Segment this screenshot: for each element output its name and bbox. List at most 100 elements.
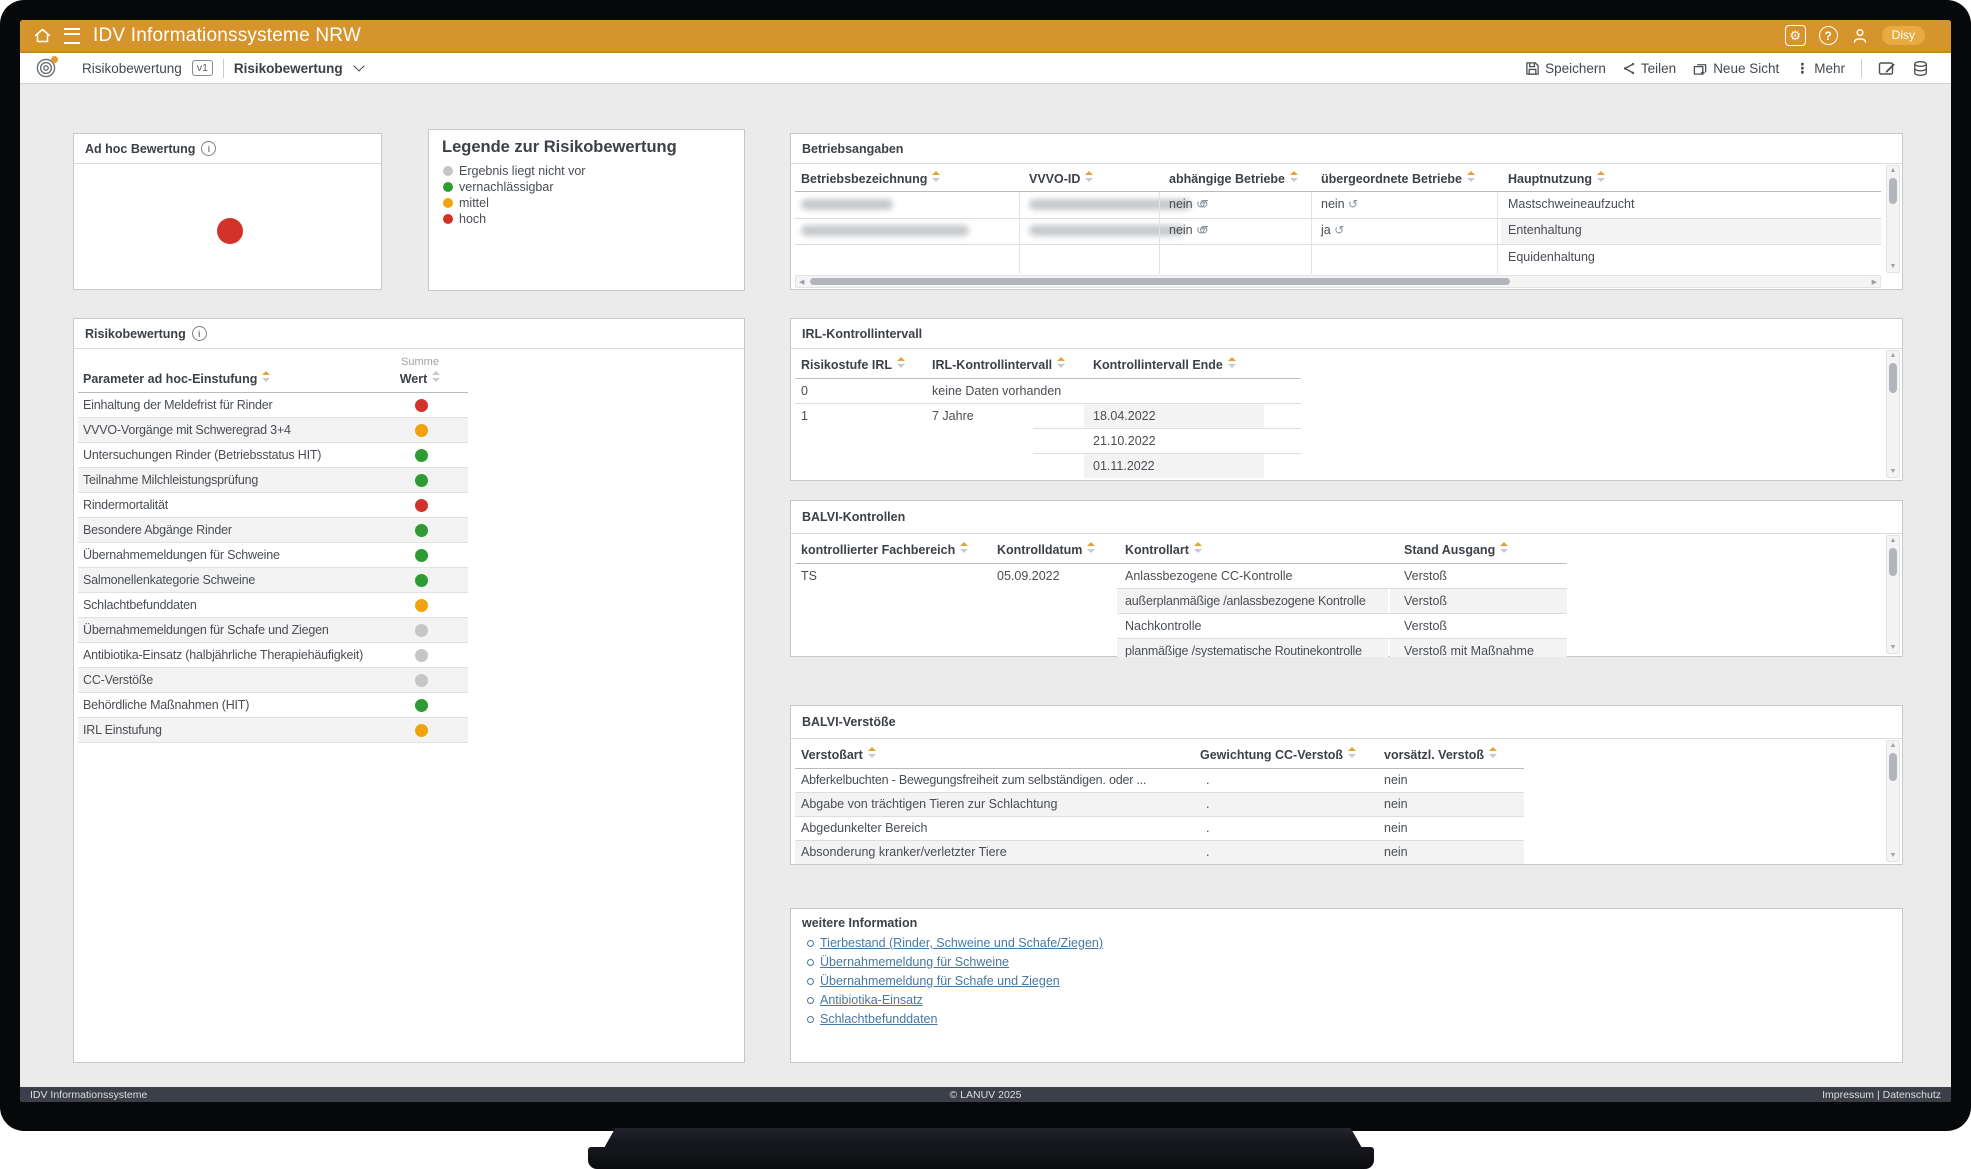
column-header[interactable]: kontrollierter Fachbereich (801, 542, 969, 557)
scroll-left-button[interactable]: ◀ (799, 279, 805, 286)
save-button[interactable]: Speichern (1525, 61, 1606, 76)
panel-betriebsangaben: Betriebsangaben Betriebsbezeichnung VVVO… (790, 133, 1903, 290)
column-header[interactable]: übergeordnete Betriebe (1321, 171, 1476, 186)
column-header[interactable]: Stand Ausgang (1404, 542, 1509, 557)
table-row[interactable]: Rindermortalität (78, 493, 468, 518)
database-icon[interactable] (1912, 60, 1929, 77)
vertical-scrollbar[interactable]: ▲ ▼ (1886, 535, 1900, 654)
menu-icon[interactable] (64, 27, 80, 44)
column-header-wert[interactable]: Wert (386, 371, 454, 386)
module-name[interactable]: Risikobewertung (82, 60, 182, 76)
column-header[interactable]: Kontrolldatum (997, 542, 1096, 557)
link-antibiotika-einsatz[interactable]: Antibiotika-Einsatz (820, 993, 923, 1007)
scrollbar-thumb[interactable] (810, 278, 1510, 285)
adhoc-result-dot (217, 218, 243, 244)
info-icon[interactable]: i (201, 141, 217, 156)
column-header[interactable]: Kontrollintervall Ende (1093, 357, 1236, 372)
table-row[interactable]: Übernahmemeldungen für Schweine (78, 543, 468, 568)
scroll-down-button[interactable]: ▼ (1889, 263, 1897, 270)
vertical-scrollbar[interactable]: ▲ ▼ (1886, 740, 1900, 862)
scroll-down-button[interactable]: ▼ (1889, 468, 1897, 475)
user-badge[interactable]: Disy (1881, 26, 1925, 45)
redacted-text (1029, 225, 1185, 236)
link-tierbestand[interactable]: Tierbestand (Rinder, Schweine und Schafe… (820, 936, 1104, 950)
column-header[interactable]: Betriebsbezeichnung (801, 171, 941, 186)
datenschutz-link[interactable]: Datenschutz (1882, 1088, 1941, 1101)
scroll-down-button[interactable]: ▼ (1889, 644, 1897, 651)
legend-item: vernachlässigbar (443, 180, 554, 194)
table-row[interactable]: Untersuchungen Rinder (Betriebsstatus HI… (78, 443, 468, 468)
history-icon[interactable]: ↺ (1348, 197, 1359, 211)
column-header[interactable]: abhängige Betriebe (1169, 171, 1298, 186)
more-button[interactable]: ⋮ Mehr (1795, 59, 1845, 76)
horizontal-scrollbar[interactable]: ◀ ▶ (795, 275, 1881, 288)
column-header[interactable]: IRL-Kontrollintervall (932, 357, 1066, 372)
table-row[interactable]: Übernahmemeldungen für Schafe und Ziegen (78, 618, 468, 643)
history-icon[interactable]: ↺ (1196, 197, 1207, 211)
cell-fachbereich: TS (801, 569, 817, 583)
new-view-button[interactable]: Neue Sicht (1692, 61, 1779, 76)
history-icon[interactable]: ↺ (1196, 223, 1207, 237)
scrollbar-thumb[interactable] (1889, 548, 1897, 576)
scroll-up-button[interactable]: ▲ (1889, 537, 1897, 544)
share-button[interactable]: Teilen (1622, 61, 1676, 76)
view-selector[interactable]: Risikobewertung (233, 60, 343, 76)
link-uebernahmemeldung-schweine[interactable]: Übernahmemeldung für Schweine (820, 955, 1009, 969)
cell-intervall-ende: 21.10.2022 (1093, 434, 1156, 448)
table-row[interactable]: Einhaltung der Meldefrist für Rinder (78, 393, 468, 418)
scroll-up-button[interactable]: ▲ (1889, 352, 1897, 359)
user-icon[interactable] (1851, 27, 1869, 45)
table-row[interactable]: Salmonellenkategorie Schweine (78, 568, 468, 593)
column-header[interactable]: Kontrollart (1125, 542, 1202, 557)
scrollbar-thumb[interactable] (1889, 363, 1897, 393)
sort-icon[interactable] (432, 371, 441, 382)
module-bullseye-icon[interactable] (34, 56, 58, 80)
column-header-parameter[interactable]: Parameter ad hoc-Einstufung (83, 371, 271, 386)
edit-note-icon[interactable] (1878, 60, 1896, 77)
impressum-link[interactable]: Impressum (1822, 1088, 1875, 1101)
column-header[interactable]: Hauptnutzung (1508, 171, 1606, 186)
cell-hauptnutzung: Equidenhaltung (1508, 250, 1595, 264)
link-schlachtbefunddaten[interactable]: Schlachtbefunddaten (820, 1012, 938, 1026)
table-row[interactable]: CC-Verstöße (78, 668, 468, 693)
column-header[interactable]: vorsätzl. Verstoß (1384, 747, 1498, 762)
home-icon[interactable] (34, 28, 51, 43)
scrollbar-thumb[interactable] (1889, 178, 1897, 204)
cell-abhaengige: nein ↺ (1169, 223, 1207, 237)
scroll-down-button[interactable]: ▼ (1889, 852, 1897, 859)
table-row[interactable]: Behördliche Maßnahmen (HIT) (78, 693, 468, 718)
column-header[interactable]: Gewichtung CC-Verstoß (1200, 747, 1357, 762)
table-row[interactable]: VVVO-Vorgänge mit Schweregrad 3+4 (78, 418, 468, 443)
scrollbar-thumb[interactable] (1889, 753, 1897, 781)
cell-datum: 05.09.2022 (997, 569, 1060, 583)
help-icon[interactable]: ? (1818, 26, 1838, 45)
risk-dot (415, 649, 428, 662)
panel-balvi-verstoesse: BALVI-Verstöße Verstoßart Gewichtung CC-… (790, 705, 1903, 865)
content-area: Ad hoc Bewertung i Legende zur Risikobew… (20, 84, 1951, 1087)
settings-icon[interactable]: ⚙ (1784, 25, 1806, 46)
scroll-up-button[interactable]: ▲ (1889, 742, 1897, 749)
table-row[interactable]: Teilnahme Milchleistungsprüfung (78, 468, 468, 493)
link-uebernahmemeldung-schafe-ziegen[interactable]: Übernahmemeldung für Schafe und Ziegen (820, 974, 1060, 988)
table-row[interactable]: Schlachtbefunddaten (78, 593, 468, 618)
column-header[interactable]: Verstoßart (801, 747, 876, 762)
cell-intervall: 7 Jahre (932, 409, 974, 423)
sort-icon[interactable] (262, 371, 271, 382)
history-icon[interactable]: ↺ (1199, 197, 1210, 211)
column-header[interactable]: VVVO-ID (1029, 171, 1094, 186)
vertical-scrollbar[interactable]: ▲ ▼ (1886, 165, 1900, 273)
info-icon[interactable]: i (191, 326, 207, 341)
notification-dot (51, 56, 58, 63)
table-row[interactable]: Antibiotika-Einsatz (halbjährliche Thera… (78, 643, 468, 668)
table-row[interactable]: Besondere Abgänge Rinder (78, 518, 468, 543)
history-icon[interactable]: ↺ (1334, 223, 1345, 237)
chevron-down-icon[interactable] (353, 60, 365, 72)
scroll-up-button[interactable]: ▲ (1889, 167, 1897, 174)
history-icon[interactable]: ↺ (1199, 223, 1210, 237)
risk-dot (415, 524, 428, 537)
legend-item: mittel (443, 196, 489, 210)
column-header[interactable]: Risikostufe IRL (801, 357, 905, 372)
vertical-scrollbar[interactable]: ▲ ▼ (1886, 350, 1900, 478)
scroll-right-button[interactable]: ▶ (1871, 279, 1877, 286)
table-row[interactable]: IRL Einstufung (78, 718, 468, 743)
